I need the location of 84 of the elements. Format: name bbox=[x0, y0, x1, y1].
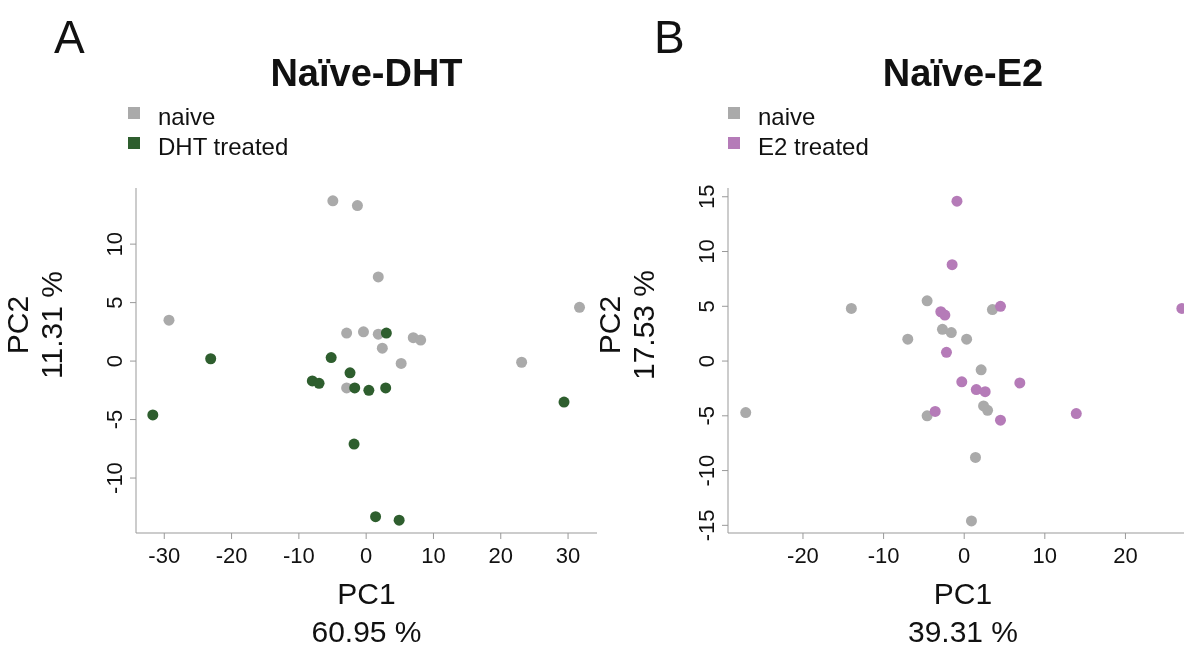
x-tick-label: 10 bbox=[421, 543, 446, 568]
point bbox=[975, 364, 987, 376]
point bbox=[965, 515, 977, 527]
point bbox=[970, 451, 981, 463]
point bbox=[163, 314, 175, 326]
point bbox=[395, 357, 407, 369]
point bbox=[921, 410, 933, 422]
text: B bbox=[654, 10, 685, 64]
point bbox=[348, 438, 360, 450]
point bbox=[147, 409, 159, 421]
point bbox=[415, 334, 427, 346]
y-axis-title: PC2 11.31 % bbox=[1, 269, 69, 381]
point bbox=[558, 396, 570, 408]
point bbox=[939, 309, 951, 321]
y-tick-label: 0 bbox=[102, 354, 127, 368]
y-tick-label: 10 bbox=[102, 231, 127, 257]
point bbox=[1014, 377, 1026, 389]
text: A bbox=[54, 10, 85, 64]
y-tick-label: -10 bbox=[694, 454, 719, 487]
x-tick-label: -10 bbox=[282, 543, 315, 568]
point bbox=[936, 323, 948, 335]
legend-label: DHT treated bbox=[158, 132, 289, 162]
point bbox=[929, 405, 941, 417]
point bbox=[945, 327, 957, 339]
point bbox=[902, 333, 914, 345]
x-axis-title: PC1 39.31 % bbox=[906, 576, 1020, 650]
point bbox=[574, 301, 585, 313]
legend-label: naive bbox=[758, 102, 816, 132]
y-tick-label: 5 bbox=[102, 296, 127, 309]
x-tick-label: -30 bbox=[148, 543, 181, 568]
x-tick-label: -10 bbox=[867, 543, 900, 568]
x-tick-label: 0 bbox=[360, 543, 373, 568]
y-tick-label: 0 bbox=[694, 354, 719, 368]
point bbox=[357, 326, 369, 338]
point bbox=[351, 200, 363, 212]
y-tick-label: 5 bbox=[694, 300, 719, 313]
x-tick-label: -20 bbox=[787, 543, 819, 568]
x-tick-label: -20 bbox=[215, 543, 248, 568]
point bbox=[946, 259, 958, 271]
point bbox=[970, 384, 982, 396]
point bbox=[380, 327, 392, 339]
point bbox=[327, 195, 339, 207]
point bbox=[372, 271, 384, 283]
point bbox=[393, 514, 405, 526]
point bbox=[376, 342, 388, 354]
point bbox=[380, 382, 392, 394]
point bbox=[313, 377, 325, 389]
point bbox=[740, 407, 752, 419]
y-tick-label: -10 bbox=[102, 462, 127, 494]
y-axis-title: PC2 17.53 % bbox=[593, 268, 661, 382]
x-tick-label: 20 bbox=[1113, 543, 1138, 568]
point bbox=[956, 376, 968, 388]
y-tick-label: 15 bbox=[694, 184, 719, 209]
point bbox=[325, 352, 337, 364]
point bbox=[982, 404, 994, 416]
x-tick-label: 0 bbox=[958, 543, 971, 568]
point bbox=[940, 346, 952, 358]
point bbox=[363, 384, 375, 396]
point bbox=[516, 356, 528, 368]
y-tick-label: -15 bbox=[694, 509, 719, 542]
point bbox=[1070, 408, 1082, 420]
point bbox=[341, 327, 353, 339]
point bbox=[994, 300, 1006, 312]
point bbox=[205, 353, 217, 365]
x-tick-label: 20 bbox=[488, 543, 513, 568]
point bbox=[921, 295, 933, 307]
point bbox=[979, 386, 991, 398]
y-tick-label: 10 bbox=[694, 239, 719, 264]
chart-title: Naïve-DHT bbox=[269, 52, 464, 95]
point bbox=[951, 195, 963, 207]
point bbox=[370, 511, 382, 523]
point bbox=[845, 302, 857, 314]
legend-label: naive bbox=[158, 102, 216, 132]
x-axis-title: PC1 60.95 % bbox=[310, 576, 423, 650]
x-tick-label: 30 bbox=[555, 543, 581, 568]
point bbox=[994, 414, 1006, 426]
point bbox=[961, 333, 973, 345]
point bbox=[344, 367, 356, 379]
x-tick-label: 10 bbox=[1032, 543, 1058, 568]
y-tick-label: -5 bbox=[694, 406, 719, 426]
y-tick-label: -5 bbox=[102, 409, 127, 430]
chart-title: Naïve-E2 bbox=[881, 52, 1045, 95]
point bbox=[349, 382, 361, 394]
legend-label: E2 treated bbox=[758, 132, 869, 162]
